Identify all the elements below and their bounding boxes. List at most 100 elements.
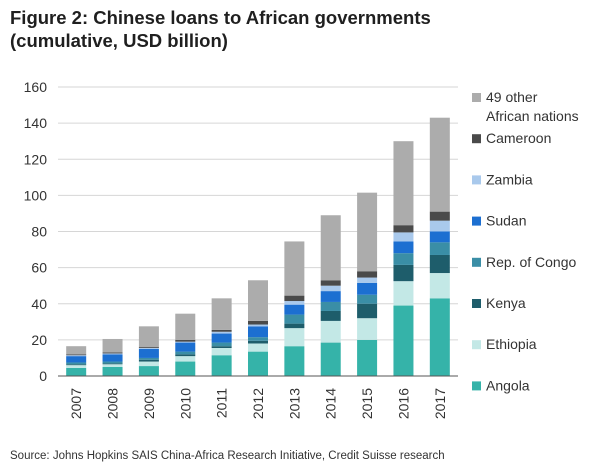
bar-segment-49-other-african-nations — [66, 346, 87, 355]
bar-segment-rep-of-congo — [320, 301, 341, 311]
bar-segment-angola — [248, 351, 268, 376]
bar-segment-cameroon — [66, 354, 87, 356]
bar-segment-angola — [320, 342, 341, 376]
bar-segment-kenya — [138, 359, 159, 362]
legend-label: Angola — [486, 377, 530, 393]
bar-segment-kenya — [429, 254, 450, 274]
bar-segment-cameroon — [248, 320, 268, 325]
legend-swatch — [472, 257, 481, 267]
bar-segment-cameroon — [429, 211, 450, 221]
bar-segment-zambia — [357, 277, 378, 283]
x-tick-label: 2009 — [141, 388, 157, 419]
bar-segment-rep-of-congo — [102, 361, 123, 364]
bar-segment-ethiopia — [175, 356, 196, 362]
legend-swatch — [472, 93, 481, 102]
bar-segment-sudan — [393, 241, 414, 254]
bar-segment-49-other-african-nations — [284, 241, 305, 296]
bar-segment-angola — [429, 298, 450, 376]
bar-segment-ethiopia — [66, 365, 87, 368]
bar-segment-49-other-african-nations — [175, 313, 196, 340]
y-tick-label: 20 — [31, 332, 47, 348]
bar-segment-rep-of-congo — [429, 242, 450, 255]
bar-segment-ethiopia — [429, 273, 450, 299]
legend-label: African nations — [486, 108, 579, 124]
bar-segment-zambia — [429, 220, 450, 232]
legend-label: Cameroon — [486, 130, 551, 146]
bar-segment-49-other-african-nations — [357, 192, 378, 272]
y-tick-label: 100 — [24, 187, 48, 203]
x-tick-label: 2008 — [105, 388, 121, 419]
x-tick-label: 2011 — [214, 388, 230, 418]
bar-segment-angola — [284, 346, 305, 376]
y-tick-label: 120 — [24, 151, 48, 167]
y-tick-label: 140 — [24, 115, 48, 131]
bar-segment-sudan — [138, 348, 159, 358]
legend-swatch — [472, 381, 481, 391]
bar-segment-cameroon — [102, 352, 123, 354]
chart-title-line-2: (cumulative, USD billion) — [10, 30, 228, 51]
bar-segment-cameroon — [357, 271, 378, 278]
bar-segment-rep-of-congo — [393, 253, 414, 265]
x-tick-label: 2012 — [250, 388, 266, 419]
bar-segment-angola — [66, 367, 87, 376]
legend-swatch — [472, 134, 481, 144]
legend-swatch — [472, 340, 481, 350]
bar-segment-sudan — [357, 282, 378, 295]
bar-segment-angola — [175, 361, 196, 376]
bar-segment-kenya — [66, 364, 87, 366]
bar-segment-ethiopia — [138, 361, 159, 367]
bar-segment-cameroon — [138, 347, 159, 349]
bar-segment-zambia — [102, 353, 123, 355]
bar-segment-kenya — [320, 310, 341, 321]
bar-segment-angola — [393, 305, 414, 376]
x-tick-label: 2010 — [177, 388, 193, 419]
legend-label: Sudan — [486, 213, 526, 229]
bar-segment-kenya — [248, 340, 268, 344]
bar-segment-ethiopia — [357, 318, 378, 340]
source-note: Source: Johns Hopkins SAIS China-Africa … — [10, 450, 445, 462]
bar-segment-sudan — [320, 291, 341, 302]
legend-label: Kenya — [486, 295, 526, 311]
bar-segment-rep-of-congo — [284, 314, 305, 324]
bar-segment-kenya — [357, 303, 378, 319]
bar-segment-kenya — [393, 264, 414, 282]
bar-segment-zambia — [248, 324, 268, 327]
bar-segment-zambia — [211, 331, 232, 334]
bar-segment-ethiopia — [102, 364, 123, 367]
bar-segment-ethiopia — [284, 328, 305, 347]
bar-segment-sudan — [102, 354, 123, 362]
y-tick-label: 0 — [39, 368, 47, 384]
y-tick-label: 60 — [31, 260, 47, 276]
bar-segment-rep-of-congo — [175, 351, 196, 355]
bar-segment-sudan — [66, 356, 87, 363]
x-tick-label: 2016 — [395, 388, 411, 419]
bar-segment-angola — [357, 339, 378, 376]
bar-segment-cameroon — [284, 295, 305, 302]
bar-segment-49-other-african-nations — [393, 141, 414, 226]
bar-segment-zambia — [138, 348, 159, 349]
bar-segment-49-other-african-nations — [429, 117, 450, 212]
bar-segment-49-other-african-nations — [138, 326, 159, 348]
bar-segment-sudan — [248, 326, 268, 338]
bar-segment-kenya — [175, 354, 196, 357]
bar-segment-angola — [102, 366, 123, 376]
bar-segment-kenya — [102, 363, 123, 365]
x-tick-label: 2017 — [432, 388, 448, 419]
bar-segment-zambia — [284, 301, 305, 305]
bar-segment-zambia — [66, 355, 87, 357]
bar-segment-rep-of-congo — [66, 362, 87, 365]
x-tick-label: 2007 — [68, 388, 84, 419]
chart-title: Figure 2: Chinese loans to African gover… — [10, 6, 590, 52]
bar-segment-zambia — [320, 285, 341, 292]
bar-segment-rep-of-congo — [138, 357, 159, 360]
bar-segment-cameroon — [320, 280, 341, 286]
legend-swatch — [472, 175, 481, 185]
y-tick-label: 40 — [31, 296, 47, 312]
bar-segment-rep-of-congo — [248, 337, 268, 341]
legend-label: Rep. of Congo — [486, 254, 576, 270]
bar-segment-zambia — [175, 341, 196, 343]
legend-label: Ethiopia — [486, 336, 537, 352]
bar-segment-sudan — [211, 333, 232, 343]
bar-segment-kenya — [284, 323, 305, 329]
